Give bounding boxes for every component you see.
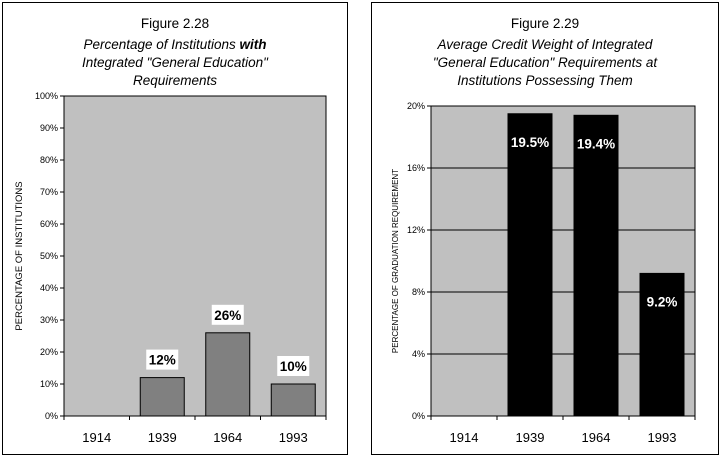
bar [639, 272, 685, 417]
y-tick-label: 16% [407, 163, 425, 173]
y-tick-label: 12% [407, 225, 425, 235]
y-tick-label: 20% [407, 101, 425, 111]
data-label: 26% [214, 308, 241, 323]
data-label-box [146, 349, 179, 370]
y-tick-label: 20% [40, 347, 58, 357]
x-tick-label: 1993 [279, 430, 308, 445]
y-tick-label: 80% [40, 155, 58, 165]
x-tick-label: 1939 [148, 430, 177, 445]
figure-number: Figure 2.29 [510, 16, 580, 31]
x-tick-label: 1939 [516, 430, 545, 445]
bar [573, 114, 619, 417]
y-tick-label: 60% [40, 219, 58, 229]
chart-title-line1: Percentage of Institutions [83, 37, 240, 52]
chart-title: Percentage of Institutions with Integrat… [3, 36, 347, 90]
y-tick-label: 0% [45, 411, 58, 421]
x-tick-label: 1914 [450, 430, 479, 445]
bar [507, 113, 553, 417]
x-tick-label: 1914 [82, 430, 111, 445]
data-label-box [277, 356, 310, 376]
x-tick-label: 1993 [648, 430, 677, 445]
x-tick-label: 1964 [213, 430, 242, 445]
bar [205, 332, 251, 417]
chart-title-line3: Institutions Possessing Them [457, 73, 633, 88]
y-tick-label: 4% [412, 349, 425, 359]
x-tick-label: 1964 [582, 430, 611, 445]
data-label: 12% [149, 353, 176, 368]
y-axis-label: PERCENTAGE OF INSTITUTIONS [14, 181, 25, 330]
y-tick-label: 30% [40, 315, 58, 325]
chart-right-svg: 0% 4% 8% 12% 16% 20% 1914 1939 19.5% 1964 19.4% 199… [391, 101, 696, 445]
y-tick-label: 90% [40, 123, 58, 133]
chart-left-svg: 0% 10% 20% 30% 40% 50% 60% 70% 80% 90% 100% 1914 193… [14, 91, 327, 445]
y-tick-label: 40% [40, 283, 58, 293]
y-tick-label: 50% [40, 251, 58, 261]
figure-number: Figure 2.28 [140, 16, 210, 31]
bar [270, 383, 316, 417]
data-label: 19.4% [577, 136, 615, 151]
y-tick-label: 8% [412, 287, 425, 297]
chart-panel-left: Figure 2.28 Percentage of Institutions w… [2, 2, 348, 455]
bar [139, 377, 185, 417]
data-label-box [211, 304, 244, 325]
data-label: 10% [280, 359, 307, 374]
data-label: 9.2% [647, 294, 678, 309]
y-tick-label: 100% [35, 91, 58, 101]
chart-title-emphasis: with [239, 37, 267, 52]
data-label: 19.5% [511, 135, 549, 150]
y-tick-label: 0% [412, 411, 425, 421]
y-axis-label: PERCENTAGE OF GRADUATION REQUIREMENT [391, 169, 400, 353]
y-tick-label: 70% [40, 187, 58, 197]
chart-title-line2: Integrated "General Education" [82, 55, 268, 70]
chart-title: Average Credit Weight of Integrated "Gen… [372, 36, 718, 90]
chart-title-line1: Average Credit Weight of Integrated [437, 37, 653, 52]
y-tick-label: 10% [40, 379, 58, 389]
chart-title-line2: "General Education" Requirements at [432, 55, 658, 70]
chart-title-line3: Requirements [132, 73, 218, 88]
chart-panel-right: Figure 2.29 Average Credit Weight of Int… [371, 2, 719, 455]
